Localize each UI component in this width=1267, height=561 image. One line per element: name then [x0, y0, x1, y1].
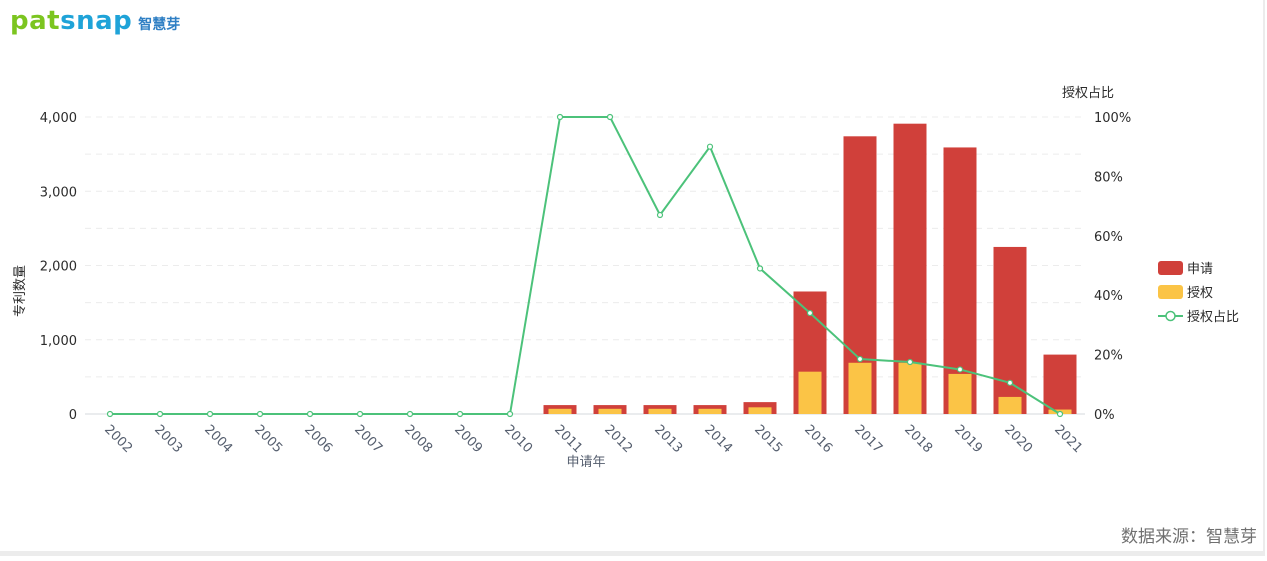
y2-tick-label: 100% — [1094, 111, 1131, 126]
legend-label: 授权 — [1187, 285, 1213, 301]
y-tick-label: 3,000 — [40, 185, 77, 200]
y-tick-label: 0 — [69, 408, 77, 423]
legend-label: 授权占比 — [1187, 309, 1239, 325]
ratio-point — [1056, 410, 1064, 418]
x-tick-label: 2019 — [951, 422, 985, 456]
ratio-point — [1006, 379, 1014, 386]
bar-grant — [648, 408, 672, 414]
x-tick-label: 2009 — [451, 422, 485, 456]
bar-grant — [898, 362, 922, 414]
x-tick-label: 2014 — [701, 422, 735, 456]
x-tick-label: 2003 — [151, 422, 185, 456]
x-tick-label: 2013 — [651, 422, 685, 456]
y2-tick-label: 60% — [1094, 230, 1123, 245]
x-tick-label: 2016 — [801, 422, 835, 456]
y2-tick-label: 0% — [1094, 408, 1115, 423]
x-tick-label: 2021 — [1051, 422, 1085, 456]
bar-grant — [998, 396, 1022, 414]
legend-swatch-grant — [1158, 285, 1183, 299]
x-tick-label: 2017 — [851, 422, 885, 456]
bar-application — [993, 246, 1027, 414]
right-y-axis: 0% 20% 40% 60% 80% 100% — [1094, 111, 1131, 423]
x-tick-label: 2010 — [501, 422, 535, 456]
ratio-point — [656, 211, 664, 219]
gridlines — [85, 116, 1085, 415]
y2-tick-label: 40% — [1094, 289, 1123, 304]
ratio-point — [456, 410, 464, 418]
bar-grant — [598, 408, 622, 414]
bar-grant — [698, 408, 722, 414]
x-tick-label: 2007 — [351, 422, 385, 456]
ratio-point — [106, 410, 114, 418]
ratio-point — [706, 143, 714, 150]
logo-wordmark: patsnap — [10, 6, 133, 36]
ratio-point — [406, 410, 414, 418]
ratio-point — [606, 113, 614, 121]
x-tick-label: 2006 — [301, 422, 335, 456]
ratio-line — [110, 116, 1061, 415]
x-tick-label: 2015 — [751, 422, 785, 456]
bar-grant — [848, 362, 872, 414]
bar-series — [543, 123, 1077, 415]
x-tick-label: 2011 — [551, 422, 585, 456]
legend-swatch-ratio-marker — [1165, 310, 1176, 322]
x-axis: 2002 2003 2004 2005 2006 2007 2008 2009 2010 2011… — [101, 422, 1085, 456]
logo-chinese-name: 智慧芽 — [138, 17, 181, 33]
ratio-point — [956, 366, 964, 373]
ratio-point — [506, 410, 514, 418]
ratio-point — [256, 410, 264, 418]
y2-tick-label: 80% — [1094, 170, 1123, 185]
legend-label: 申请 — [1187, 262, 1213, 277]
bar-grant — [798, 371, 822, 414]
x-tick-label: 2018 — [901, 422, 935, 456]
x-axis-title: 申请年 — [566, 455, 605, 470]
x-tick-label: 2002 — [101, 422, 135, 456]
ratio-point — [806, 309, 814, 317]
ratio-point — [856, 355, 864, 363]
x-tick-label: 2008 — [401, 422, 435, 456]
y-tick-label: 4,000 — [40, 111, 77, 126]
y2-axis-title: 授权占比 — [1062, 85, 1114, 101]
left-y-axis: 0 1,000 2,000 3,000 4,000 — [40, 111, 77, 423]
x-tick-label: 2005 — [251, 422, 285, 456]
ratio-point — [206, 410, 214, 418]
y-axis-title: 专利数量 — [13, 265, 28, 317]
x-tick-label: 2012 — [601, 422, 635, 456]
ratio-point — [356, 410, 364, 418]
x-tick-label: 2020 — [1001, 422, 1035, 456]
patsnap-logo: patsnap 智慧芽 — [10, 6, 180, 36]
legend-swatch-application — [1158, 261, 1183, 275]
bar-grant — [748, 407, 772, 414]
ratio-point — [906, 358, 914, 366]
bar-application — [1043, 354, 1077, 414]
data-source-note: 数据来源：智慧芽 — [1121, 527, 1257, 547]
ratio-line-series — [106, 113, 1064, 418]
y2-tick-label: 20% — [1094, 349, 1123, 364]
ratio-point — [306, 410, 314, 418]
y-tick-label: 2,000 — [40, 260, 77, 275]
bar-grant — [948, 373, 972, 414]
ratio-point — [156, 410, 164, 418]
ratio-point — [756, 265, 764, 272]
ratio-point — [556, 113, 564, 121]
bar-grant — [548, 408, 572, 414]
y-tick-label: 1,000 — [40, 334, 77, 349]
x-tick-label: 2004 — [201, 422, 235, 456]
